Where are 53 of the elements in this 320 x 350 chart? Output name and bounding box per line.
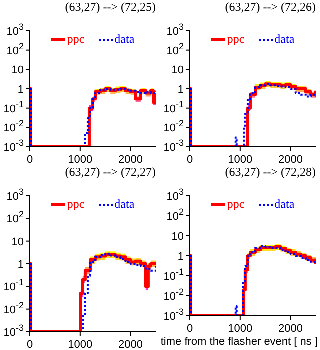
y-tick-label: 1 xyxy=(18,84,24,96)
x-tick-label: 1000 xyxy=(228,323,253,335)
x-tick-label: 1000 xyxy=(68,339,93,350)
y-tick-label: 10$^{-1}$ xyxy=(4,99,24,116)
y-tick-label: 10$^{3}$ xyxy=(6,187,24,203)
y-tick-label: 10$^{-2}$ xyxy=(164,118,184,135)
y-tick-label: 10$^{-3}$ xyxy=(4,323,24,339)
x-tick-label: 1000 xyxy=(228,154,253,166)
chart-title: (63,27) --> (72,28) xyxy=(224,165,317,179)
y-tick-label: 10$^{2}$ xyxy=(6,210,24,226)
y-tick-label: 1 xyxy=(178,251,184,263)
y-tick-label: 10$^{-3}$ xyxy=(164,307,184,323)
x-axis-title: time from the flasher event [ ns ] xyxy=(160,335,318,350)
y-tick-label: 10$^{2}$ xyxy=(166,41,184,58)
chart-title: (63,27) --> (72,26) xyxy=(224,0,317,14)
y-tick-label: 10$^{3}$ xyxy=(166,22,184,38)
y-tick-label: 10 xyxy=(172,231,184,243)
y-tick-label: 1 xyxy=(178,84,184,96)
x-tick-label: 2000 xyxy=(278,154,304,166)
y-tick-label: 10$^{3}$ xyxy=(6,22,24,38)
y-tick-label: 10$^{-2}$ xyxy=(164,287,184,303)
y-tick-label: 10$^{-3}$ xyxy=(164,138,184,154)
x-tick-label: 0 xyxy=(26,154,34,166)
chart-title: (63,27) --> (72,25) xyxy=(64,0,157,14)
y-tick-label: 10$^{-2}$ xyxy=(4,118,24,135)
legend-label: data xyxy=(114,197,135,212)
x-tick-label: 0 xyxy=(186,154,194,166)
y-tick-label: 10 xyxy=(12,64,24,77)
y-tick-label: 10$^{3}$ xyxy=(166,187,184,203)
y-tick-label: 1 xyxy=(18,259,24,271)
legend-label: data xyxy=(274,197,295,212)
y-tick-label: 10$^{-3}$ xyxy=(4,138,24,154)
x-tick-label: 1000 xyxy=(68,154,93,166)
legend-label: ppc xyxy=(226,32,245,47)
legend-label: ppc xyxy=(66,32,85,47)
y-tick-label: 10$^{-1}$ xyxy=(164,267,184,283)
x-tick-label: 2000 xyxy=(278,323,304,335)
y-tick-label: 10$^{2}$ xyxy=(166,207,184,223)
x-tick-label: 0 xyxy=(26,339,34,350)
y-tick-label: 10 xyxy=(12,236,24,248)
legend-label: ppc xyxy=(66,197,85,212)
chart-title: (63,27) --> (72,27) xyxy=(64,165,157,179)
x-tick-label: 2000 xyxy=(118,339,144,350)
legend-label: ppc xyxy=(226,197,245,212)
legend-label: data xyxy=(274,32,295,47)
y-tick-label: 10$^{-2}$ xyxy=(4,300,24,316)
x-tick-label: 0 xyxy=(186,323,194,335)
y-tick-label: 10$^{2}$ xyxy=(6,41,24,58)
legend-label: data xyxy=(114,32,135,47)
x-tick-label: 2000 xyxy=(118,154,144,166)
y-tick-label: 10$^{-1}$ xyxy=(164,99,184,116)
y-tick-label: 10 xyxy=(172,64,184,77)
y-tick-label: 10$^{-1}$ xyxy=(4,278,24,294)
